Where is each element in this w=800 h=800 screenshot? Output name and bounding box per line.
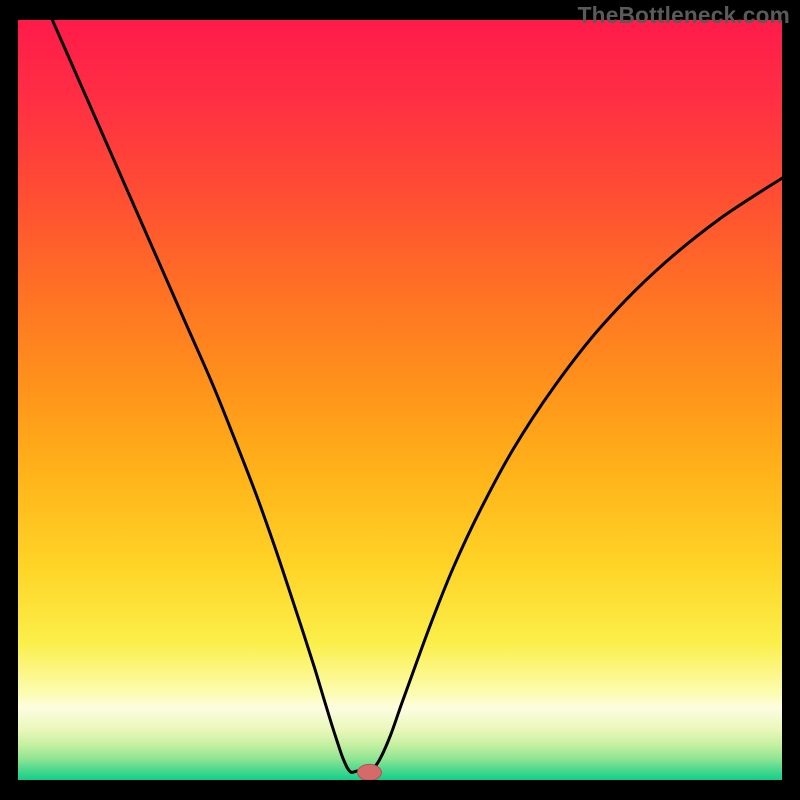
plot-background xyxy=(18,20,782,780)
optimal-point-marker xyxy=(357,764,381,780)
chart-svg xyxy=(0,0,800,800)
watermark-text: TheBottleneck.com xyxy=(578,2,790,29)
chart-stage: TheBottleneck.com xyxy=(0,0,800,800)
